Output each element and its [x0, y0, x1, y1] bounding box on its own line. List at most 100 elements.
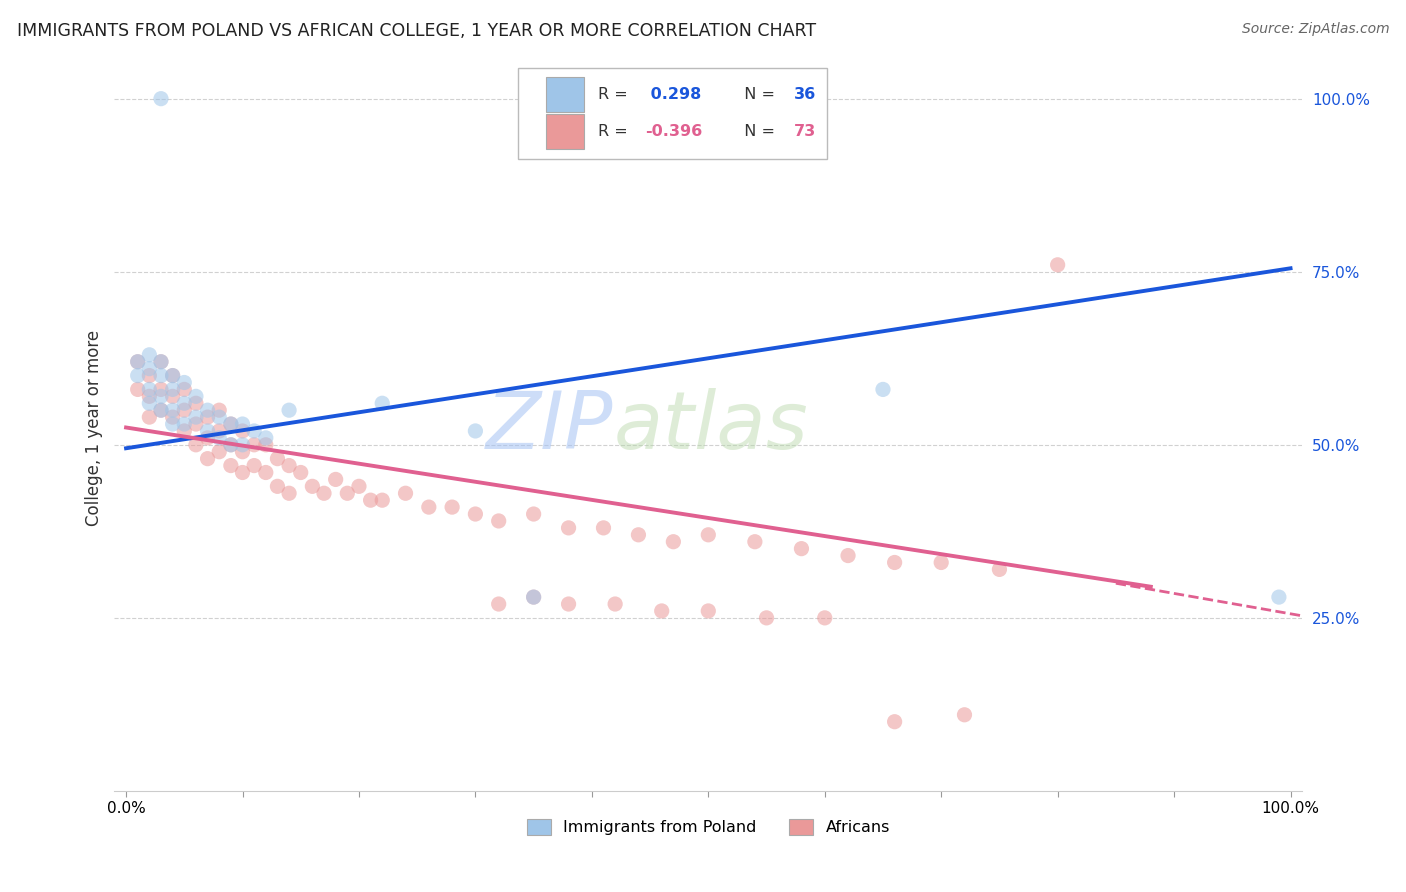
Point [394, 486, 416, 500]
Point [208, 403, 231, 417]
Point [150, 403, 173, 417]
Point [523, 590, 546, 604]
Point [173, 403, 195, 417]
Point [138, 368, 160, 383]
Point [1268, 590, 1291, 604]
Point [254, 438, 277, 452]
Point [605, 597, 627, 611]
Point [488, 597, 510, 611]
Point [150, 355, 173, 369]
Point [243, 458, 266, 473]
Point [464, 507, 486, 521]
Point [837, 549, 859, 563]
Text: 36: 36 [794, 87, 815, 103]
Point [219, 438, 242, 452]
Point [464, 424, 486, 438]
Point [243, 424, 266, 438]
Legend: Immigrants from Poland, Africans: Immigrants from Poland, Africans [527, 819, 890, 835]
Point [441, 500, 464, 515]
Point [208, 431, 231, 445]
Text: R =: R = [598, 124, 633, 139]
Point [254, 466, 277, 480]
Point [197, 424, 219, 438]
Point [127, 355, 149, 369]
Point [208, 424, 231, 438]
Point [360, 493, 382, 508]
Point [231, 417, 253, 431]
Point [790, 541, 813, 556]
Point [278, 403, 301, 417]
Point [184, 438, 207, 452]
Point [184, 410, 207, 425]
Point [744, 534, 766, 549]
Point [138, 389, 160, 403]
Point [150, 355, 173, 369]
Point [988, 562, 1011, 576]
Point [219, 438, 242, 452]
Text: atlas: atlas [613, 389, 808, 467]
Point [336, 486, 359, 500]
Text: 0.298: 0.298 [645, 87, 702, 103]
Point [173, 383, 195, 397]
Point [184, 389, 207, 403]
Point [231, 444, 253, 458]
Point [162, 403, 184, 417]
Point [312, 486, 335, 500]
Point [127, 383, 149, 397]
Point [150, 389, 173, 403]
Point [231, 424, 253, 438]
Point [138, 410, 160, 425]
Point [173, 376, 195, 390]
Point [150, 92, 173, 106]
Point [162, 417, 184, 431]
Point [523, 507, 546, 521]
Point [953, 707, 976, 722]
Point [150, 403, 173, 417]
Text: N =: N = [734, 124, 780, 139]
Point [138, 396, 160, 410]
Point [150, 383, 173, 397]
Point [814, 611, 837, 625]
Point [219, 417, 242, 431]
Point [243, 438, 266, 452]
Point [872, 383, 894, 397]
Point [127, 368, 149, 383]
Point [651, 604, 673, 618]
Point [523, 590, 546, 604]
Point [150, 368, 173, 383]
Point [208, 444, 231, 458]
Point [254, 431, 277, 445]
Point [1046, 258, 1069, 272]
Point [278, 486, 301, 500]
Point [138, 348, 160, 362]
Point [219, 458, 242, 473]
Point [266, 479, 288, 493]
Point [557, 597, 579, 611]
Point [929, 556, 952, 570]
Point [371, 493, 394, 508]
Point [755, 611, 778, 625]
Point [162, 383, 184, 397]
Point [347, 479, 370, 493]
Point [138, 383, 160, 397]
Text: N =: N = [734, 87, 780, 103]
Point [127, 355, 149, 369]
Point [138, 361, 160, 376]
Point [162, 368, 184, 383]
Point [592, 521, 614, 535]
FancyBboxPatch shape [519, 68, 827, 159]
Point [697, 528, 720, 542]
Point [697, 604, 720, 618]
Point [557, 521, 579, 535]
Text: ZIP: ZIP [486, 389, 613, 467]
Text: R =: R = [598, 87, 633, 103]
Text: IMMIGRANTS FROM POLAND VS AFRICAN COLLEGE, 1 YEAR OR MORE CORRELATION CHART: IMMIGRANTS FROM POLAND VS AFRICAN COLLEG… [17, 22, 815, 40]
Point [266, 451, 288, 466]
FancyBboxPatch shape [546, 114, 583, 149]
Point [662, 534, 685, 549]
Point [162, 368, 184, 383]
Point [208, 410, 231, 425]
Point [627, 528, 650, 542]
Point [301, 479, 323, 493]
FancyBboxPatch shape [546, 78, 583, 112]
